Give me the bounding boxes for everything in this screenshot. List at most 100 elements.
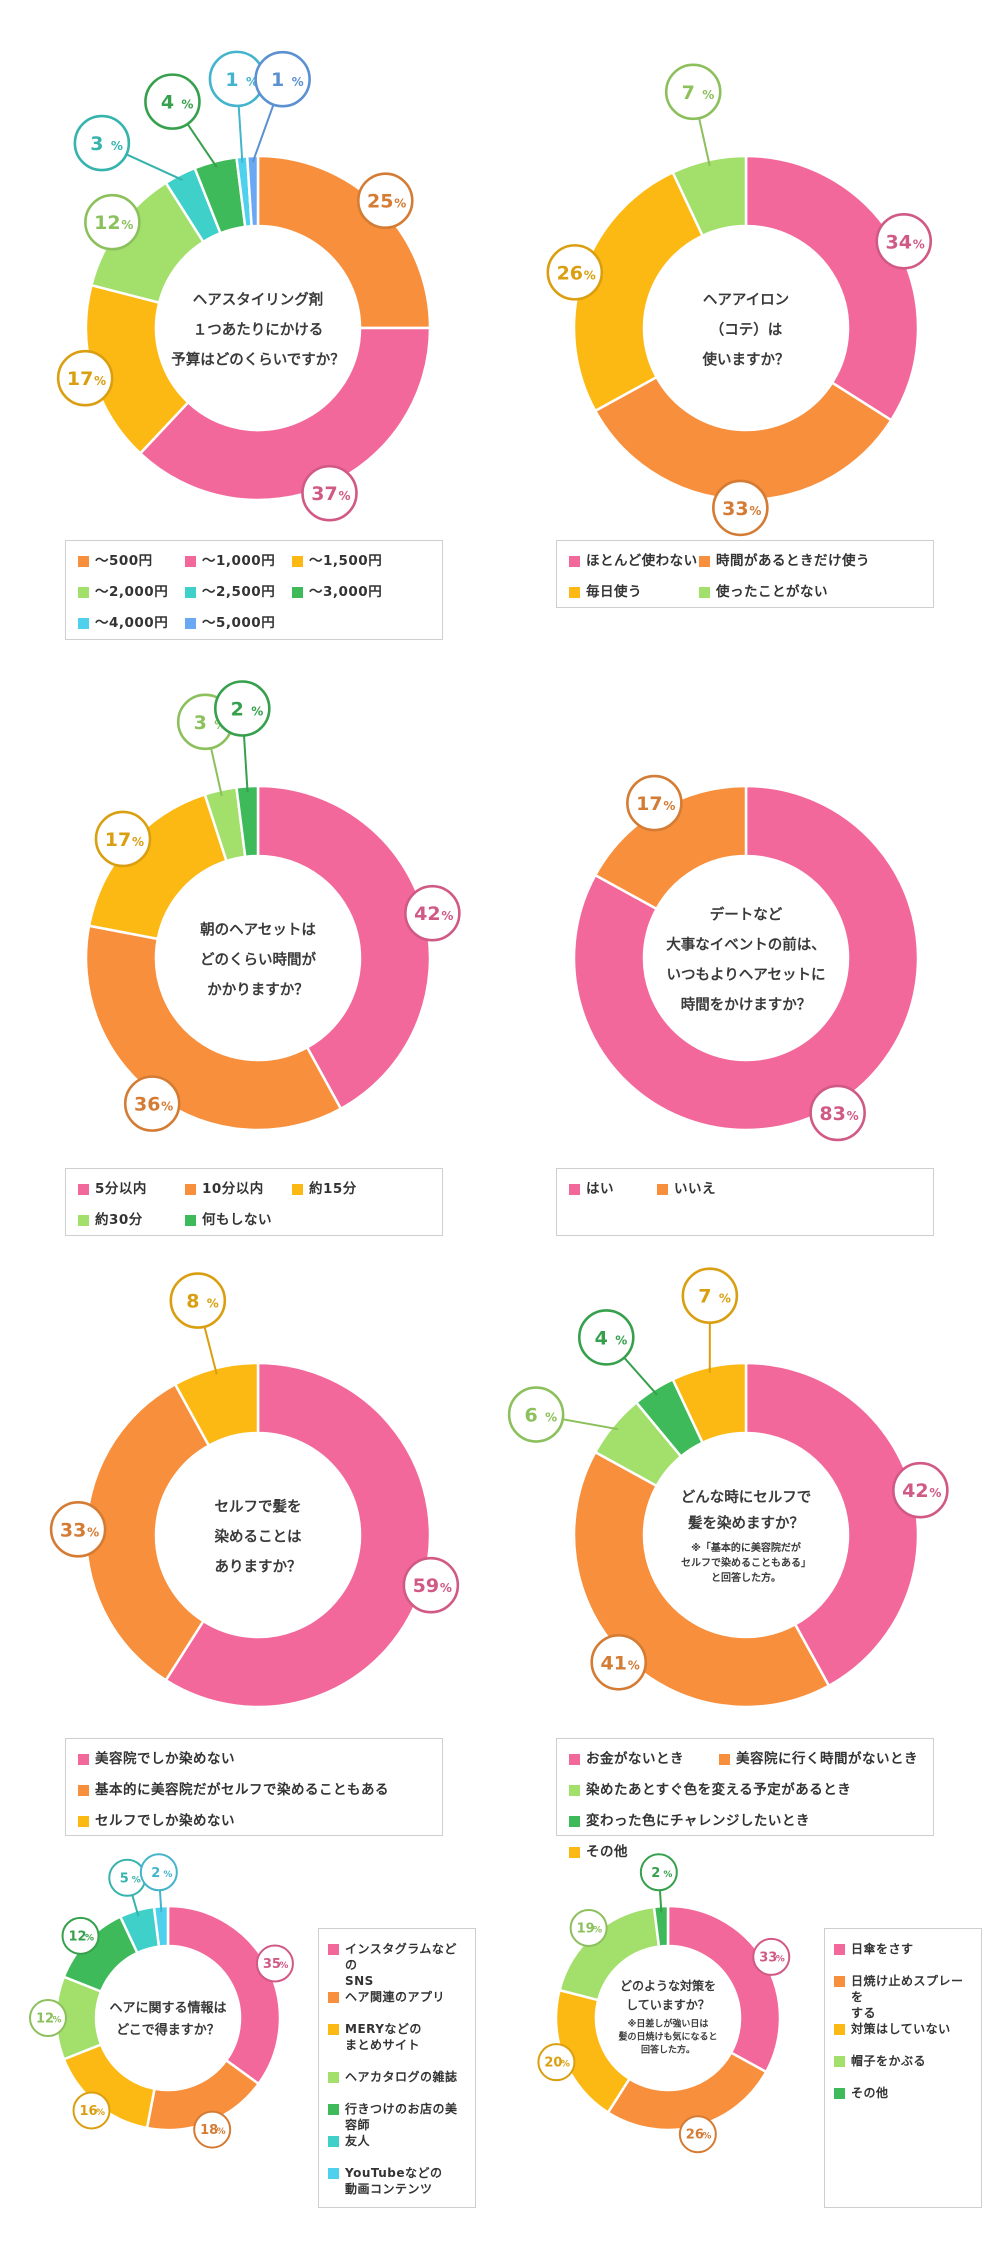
donut-slice-8-1	[666, 1904, 782, 2074]
legend-item-7-2: ヘア関連のアプリ	[328, 1989, 468, 2005]
legend-label-7-5: 行きつけのお店の美容師	[345, 2102, 458, 2132]
percent-sign-8-2: %	[702, 2132, 711, 2142]
value-label-8-4: 19	[577, 1921, 595, 1936]
legend-label-3-4: 約30分	[95, 1212, 143, 1228]
percent-sign-5-1: %	[440, 1581, 452, 1595]
legend-item-8-1: 日傘をさす	[834, 1941, 974, 1957]
legend-swatch-3-1	[78, 1184, 89, 1196]
percent-sign-6-1: %	[929, 1486, 941, 1500]
value-label-3-5: 2	[231, 698, 244, 720]
percent-sign-1-3: %	[94, 374, 106, 388]
percent-sign-7-2: %	[217, 2127, 226, 2137]
legend-label-2-3: 毎日使う	[586, 584, 642, 600]
value-bubble-1-1	[356, 172, 414, 230]
legend-label-3-1: 5分以内	[95, 1181, 147, 1197]
percent-sign-7-4: %	[52, 2016, 61, 2026]
legend-swatch-5-2	[78, 1785, 89, 1797]
value-label-8-1: 33	[759, 1950, 777, 1965]
legend-label-8-4: 帽子をかぶる	[851, 2054, 927, 2068]
value-bubble-2-3	[546, 244, 604, 301]
legend-item-3-3: 約15分	[292, 1181, 357, 1199]
legend-label-6-5: その他	[586, 1844, 628, 1860]
legend-swatch-7-6	[328, 2136, 339, 2147]
value-bubble-1-8	[254, 50, 311, 108]
value-label-6-1: 42	[902, 1480, 928, 1502]
value-label-6-3: 6	[525, 1405, 538, 1427]
value-bubble-8-5	[639, 1853, 678, 1892]
percent-sign-7-7: %	[163, 1870, 172, 1880]
chart-title-6: どんな時にセルフで髪を染めますか？	[681, 1489, 812, 1532]
legend-item-6-4: 変わった色にチャレンジしたいとき	[569, 1813, 810, 1831]
legend-item-2-1: ほとんど使わない	[569, 553, 698, 571]
legend-label-1-8: 〜5,000円	[202, 615, 276, 631]
legend-label-1-6: 〜3,000円	[309, 584, 383, 600]
value-bubble-7-2	[193, 2110, 232, 2149]
value-bubble-7-3	[72, 2091, 111, 2130]
value-label-5-3: 8	[186, 1291, 199, 1313]
legend-item-7-1: インスタグラムなどの SNS	[328, 1941, 468, 1989]
legend-label-5-2: 基本的に美容院だがセルフで染めることもある	[95, 1782, 389, 1798]
legend-swatch-6-3	[569, 1785, 580, 1797]
legend-5: 美容院でしか染めない 基本的に美容院だがセルフで染めることもある セルフでしか染めな…	[65, 1738, 443, 1836]
legend-item-6-2: 美容院に行く時間がないとき	[719, 1751, 918, 1769]
legend-swatch-7-5	[328, 2104, 339, 2115]
percent-sign-7-1: %	[279, 1961, 288, 1971]
percent-sign-3-3: %	[132, 835, 144, 849]
legend-item-2-4: 使ったことがない	[699, 584, 828, 602]
value-label-6-2: 41	[600, 1652, 626, 1674]
percent-sign-1-2: %	[338, 489, 350, 503]
percent-sign-1-6: %	[181, 98, 193, 112]
value-label-3-1: 42	[414, 903, 440, 925]
legend-label-7-2: ヘア関連のアプリ	[345, 1990, 446, 2004]
donut-chart-8: 33%26%20%19%2 %どのような対策をしていますか？※日差しが強い日は髪の…	[537, 1853, 791, 2154]
value-label-5-2: 33	[60, 1519, 86, 1541]
value-bubble-7-5	[61, 1916, 100, 1955]
legend-swatch-6-4	[569, 1816, 580, 1828]
value-bubble-5-3	[169, 1272, 227, 1329]
donut-chart-1: 25 %37 %17 %12 %3 %4 %1% 1 %ヘアスタイリング剤１つあたりにかける予算…	[56, 50, 432, 522]
legend-item-4-2: いいえ	[657, 1181, 716, 1199]
legend-label-3-3: 約15分	[309, 1181, 357, 1197]
value-bubble-1-2	[301, 464, 358, 522]
value-bubble-7-4	[29, 1999, 67, 2037]
legend-swatch-1-5	[185, 587, 196, 599]
donut-slice-5-2	[84, 1382, 211, 1682]
legend-item-7-6: 友人	[328, 2133, 468, 2149]
donut-slice-7-7	[152, 1904, 170, 1948]
value-bubble-1-4	[84, 193, 141, 251]
legend-item-1-3: 〜1,500円	[292, 553, 382, 571]
legend-label-7-3: MERYなどの まとめサイト	[345, 2022, 422, 2052]
legend-4: はい いいえ	[556, 1168, 934, 1236]
value-bubble-4-2	[626, 774, 683, 832]
value-label-2-3: 26	[557, 262, 583, 284]
donut-slice-3-5	[235, 784, 260, 859]
legend-item-3-1: 5分以内	[78, 1181, 147, 1199]
percent-sign-1-5: %	[111, 139, 123, 153]
donut-chart-3: 42%36%17%3%2%朝のヘアセットはどのくらい時間がかかりますか？	[84, 680, 461, 1132]
value-label-3-2: 36	[134, 1094, 160, 1116]
percent-sign-1-1: %	[394, 197, 406, 211]
legend-item-6-5: その他	[569, 1844, 628, 1862]
value-bubble-1-6	[144, 73, 201, 130]
legend-item-1-8: 〜5,000円	[185, 615, 275, 633]
legend-swatch-8-4	[834, 2056, 845, 2067]
donut-slice-2-4	[671, 154, 748, 238]
donut-slice-4-1	[572, 784, 920, 1132]
donut-slice-7-1	[166, 1904, 282, 2086]
legend-2: ほとんど使わない 時間があるときだけ使う 毎日使う 使ったことがない	[556, 540, 934, 608]
legend-swatch-7-3	[328, 2024, 339, 2035]
legend-swatch-4-2	[657, 1184, 668, 1196]
value-label-8-5: 2	[651, 1866, 660, 1881]
value-label-1-1: 25	[367, 191, 393, 213]
legend-swatch-1-2	[185, 556, 196, 568]
legend-item-1-1: 〜500円	[78, 553, 153, 571]
donut-slice-5-1	[164, 1361, 432, 1709]
legend-swatch-2-3	[569, 587, 580, 599]
percent-sign-7-3: %	[96, 2108, 105, 2118]
value-label-2-1: 34	[886, 231, 912, 253]
percent-sign-4-1: %	[847, 1109, 859, 1123]
value-label-7-1: 35	[263, 1957, 281, 1972]
legend-swatch-4-1	[569, 1184, 580, 1196]
percent-sign-8-3: %	[561, 2060, 570, 2070]
